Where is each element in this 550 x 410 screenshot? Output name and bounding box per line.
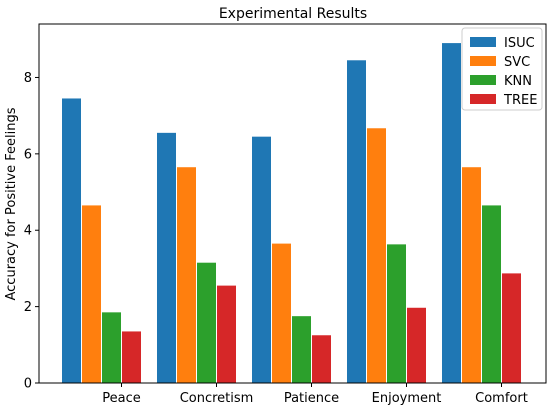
bar-svc-comfort xyxy=(462,167,481,383)
bar-knn-patience xyxy=(292,316,311,383)
y-tick-label: 8 xyxy=(24,71,32,86)
x-tick-label-patience: Patience xyxy=(284,391,339,406)
bars-group xyxy=(62,43,521,384)
legend-swatch-tree xyxy=(470,94,496,104)
bar-tree-patience xyxy=(312,335,331,383)
bar-knn-peace xyxy=(102,312,121,383)
y-axis-label: Accuracy for Positive Feelings xyxy=(4,107,19,300)
bar-tree-comfort xyxy=(502,273,521,383)
bar-knn-enjoyment xyxy=(387,244,406,383)
legend-label-tree: TREE xyxy=(503,93,537,108)
x-tick-label-enjoyment: Enjoyment xyxy=(372,391,442,406)
bar-svc-enjoyment xyxy=(367,128,386,383)
bar-isuc-peace xyxy=(62,98,81,384)
bar-svc-patience xyxy=(272,243,291,383)
x-tick-label-peace: Peace xyxy=(102,391,141,406)
chart-title: Experimental Results xyxy=(219,6,367,22)
bar-isuc-concretism xyxy=(157,132,176,383)
bar-knn-comfort xyxy=(482,205,501,383)
bar-tree-enjoyment xyxy=(407,307,426,383)
x-tick-label-concretism: Concretism xyxy=(180,391,254,406)
bar-tree-concretism xyxy=(217,285,236,383)
legend-swatch-isuc xyxy=(470,37,496,47)
bar-svc-concretism xyxy=(177,167,196,383)
y-tick-label: 0 xyxy=(24,377,32,392)
bar-tree-peace xyxy=(122,331,141,383)
y-tick-label: 2 xyxy=(24,300,32,315)
legend-box xyxy=(461,27,543,111)
y-tick-label: 6 xyxy=(24,147,32,162)
y-tick-label: 4 xyxy=(24,224,32,239)
bar-knn-concretism xyxy=(197,262,216,383)
x-axis: Peace Concretism Patience Enjoyment Comfort xyxy=(102,383,528,406)
bar-isuc-patience xyxy=(252,136,271,383)
plot-frame xyxy=(38,23,547,384)
legend-label-svc: SVC xyxy=(504,55,530,70)
legend-swatch-knn xyxy=(470,75,496,85)
legend-label-knn: KNN xyxy=(504,74,532,89)
legend-label-isuc: ISUC xyxy=(504,36,535,51)
bar-isuc-comfort xyxy=(442,43,461,384)
legend-swatch-svc xyxy=(470,56,496,66)
bar-isuc-enjoyment xyxy=(347,60,366,383)
x-tick-label-comfort: Comfort xyxy=(475,391,528,406)
y-axis: 0 2 4 6 8 xyxy=(24,71,39,392)
legend: ISUC SVC KNN TREE xyxy=(461,27,543,111)
bar-svc-peace xyxy=(82,205,101,383)
